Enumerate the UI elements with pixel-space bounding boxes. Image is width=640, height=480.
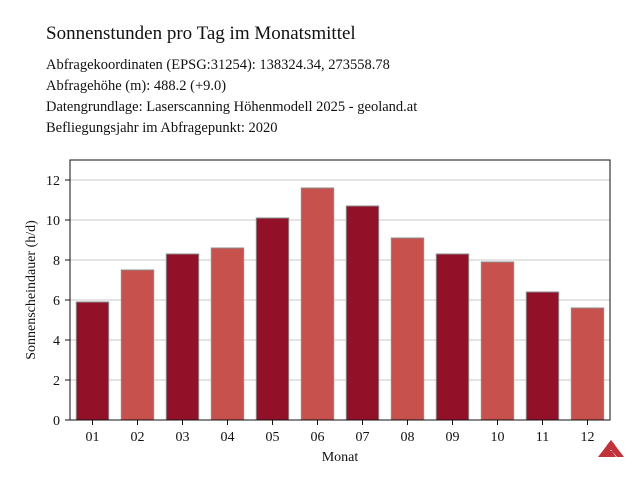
logo-icon-right (607, 440, 624, 457)
query-elevation: Abfragehöhe (m): 488.2 (+9.0) (46, 78, 227, 94)
plot-frame (69, 159, 611, 421)
x-tick-label: 03 (176, 430, 190, 445)
bar-month-07 (345, 205, 380, 421)
x-tick-label: 08 (401, 430, 415, 445)
x-tick-label: 02 (131, 430, 145, 445)
survey-year: Befliegungsjahr im Abfragepunkt: 2020 (46, 120, 278, 136)
data-source: Datengrundlage: Laserscanning Höhenmodel… (46, 99, 418, 115)
grid-lines (70, 179, 610, 381)
x-tick-label: 12 (581, 430, 595, 445)
logo-icon (598, 440, 624, 457)
bar-month-02 (120, 269, 155, 421)
y-tick-label: 2 (53, 374, 60, 389)
bar-month-05 (255, 217, 290, 421)
x-tick-label: 10 (491, 430, 505, 445)
y-tick-label: 0 (53, 414, 60, 429)
logo-icon-base (604, 451, 616, 457)
x-tick-label: 01 (86, 430, 100, 445)
bar-month-03 (165, 253, 200, 421)
bar-month-10 (480, 261, 515, 421)
bar-month-08 (390, 237, 425, 421)
bar-month-01 (75, 301, 110, 421)
chart-title: Sonnenstunden pro Tag im Monatsmittel (46, 23, 356, 44)
y-tick-label: 4 (53, 334, 60, 349)
x-axis-label: Monat (322, 450, 359, 465)
x-tick-label: 06 (311, 430, 325, 445)
bars (75, 187, 605, 421)
x-tick-label: 07 (356, 430, 370, 445)
bar-month-12 (570, 307, 605, 421)
x-tick-label: 05 (266, 430, 280, 445)
y-axis-label: Sonnenscheindauer (h/d) (24, 220, 39, 360)
y-tick-label: 8 (53, 254, 60, 269)
y-tick-label: 10 (46, 214, 60, 229)
y-tick-label: 12 (46, 174, 60, 189)
x-tick-label: 11 (536, 430, 549, 445)
bar-month-11 (525, 291, 560, 421)
y-tick-label: 6 (53, 294, 60, 309)
bar-month-06 (300, 187, 335, 421)
bar-month-09 (435, 253, 470, 421)
bar-month-04 (210, 247, 245, 421)
x-tick-label: 04 (221, 430, 235, 445)
x-tick-label: 09 (446, 430, 460, 445)
query-coordinates: Abfragekoordinaten (EPSG:31254): 138324.… (46, 57, 390, 73)
